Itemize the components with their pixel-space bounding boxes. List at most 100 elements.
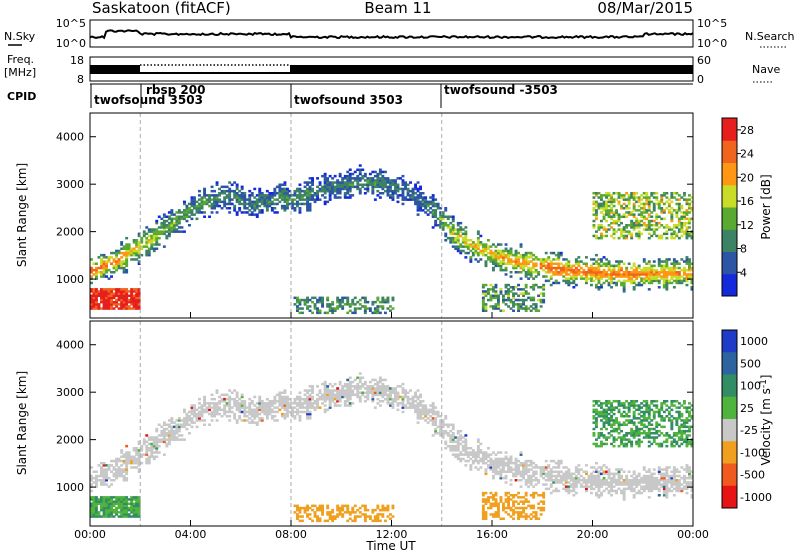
power-cell (97, 290, 101, 293)
velocity-cell (223, 410, 227, 414)
power-cell (632, 192, 636, 195)
power-cell (238, 198, 242, 201)
power-cell (107, 303, 111, 306)
velocity-cell (567, 481, 571, 484)
velocity-cell (534, 517, 538, 520)
velocity-cell (454, 447, 458, 450)
velocity-cell (102, 468, 106, 471)
velocity-cell (376, 393, 380, 397)
velocity-cell (537, 466, 541, 469)
power-cell (122, 266, 126, 270)
velocity-cell (278, 408, 282, 412)
velocity-cell (160, 432, 164, 435)
velocity-cell (303, 506, 307, 510)
power-cell (115, 303, 118, 306)
power-cell (389, 305, 392, 308)
power-cell (125, 264, 129, 268)
power-cell (620, 207, 623, 210)
velocity-cell (183, 423, 186, 426)
power-cell (622, 230, 626, 233)
power-cell (585, 279, 588, 283)
velocity-cell (293, 406, 297, 409)
power-cell (102, 253, 106, 257)
power-cell (175, 228, 179, 231)
velocity-cell (170, 434, 174, 437)
velocity-cell (100, 498, 103, 501)
power-cell (660, 275, 664, 278)
power-cell (577, 260, 581, 263)
power-cell (610, 268, 613, 272)
power-cell (233, 207, 237, 210)
velocity-cell (368, 391, 372, 394)
power-cell (120, 294, 124, 297)
power-cell (471, 251, 475, 255)
velocity-cell (373, 387, 377, 390)
velocity-cell (559, 459, 563, 463)
power-cell (147, 251, 151, 255)
power-cell (286, 192, 289, 195)
power-cell (376, 189, 380, 193)
power-cell (132, 241, 136, 244)
velocity-cell (92, 511, 96, 514)
velocity-cell (155, 436, 159, 439)
velocity-cell (557, 489, 561, 493)
power-cell (155, 236, 159, 240)
velocity-cell (384, 389, 387, 392)
power-cell (630, 271, 634, 274)
velocity-cell (492, 451, 495, 454)
velocity-cell (122, 453, 126, 456)
velocity-cell (416, 402, 420, 405)
power-cell (542, 275, 546, 278)
power-cell (293, 303, 297, 306)
power-cell (494, 303, 498, 306)
power-cell (336, 179, 340, 182)
power-cell (492, 296, 495, 300)
power-cell (590, 277, 593, 280)
power-cell (514, 298, 518, 302)
velocity-cell (311, 406, 314, 409)
power-cell (529, 273, 533, 276)
velocity-cell (102, 481, 106, 484)
power-cell (434, 202, 438, 206)
power-cell (642, 273, 646, 276)
velocity-cell (481, 453, 485, 456)
power-cell (509, 251, 513, 255)
power-cell (157, 230, 161, 233)
velocity-cell (328, 395, 332, 399)
power-cell (110, 251, 113, 255)
power-cell (677, 209, 681, 212)
velocity-cell (235, 404, 239, 407)
power-cell (451, 232, 455, 236)
power-cell (396, 187, 400, 191)
velocity-cell (92, 508, 96, 512)
velocity-cell (519, 472, 523, 476)
velocity-cell (97, 479, 101, 482)
power-cell (230, 189, 234, 193)
power-cell (652, 228, 656, 231)
power-cell (650, 279, 654, 283)
power-cell (507, 253, 510, 257)
power-cell (605, 209, 608, 212)
velocity-cell (456, 442, 460, 446)
power-cell (484, 294, 488, 297)
power-cell (130, 303, 134, 306)
velocity-cell (351, 385, 355, 388)
velocity-cell (343, 382, 347, 386)
velocity-cell (328, 511, 332, 514)
power-cell (348, 181, 352, 184)
velocity-cell (509, 459, 513, 463)
velocity-cell (336, 397, 340, 401)
velocity-cell (316, 404, 319, 407)
velocity-cell (336, 508, 340, 512)
power-cell (620, 232, 623, 236)
velocity-cell (476, 468, 480, 471)
power-cell (612, 268, 616, 272)
power-cell (203, 194, 206, 197)
velocity-cell (333, 395, 337, 399)
power-cell (549, 268, 553, 272)
power-cell (625, 230, 629, 233)
velocity-cell (373, 517, 377, 520)
power-cell (612, 273, 616, 276)
power-cell (688, 217, 691, 221)
velocity-cell (519, 464, 523, 467)
